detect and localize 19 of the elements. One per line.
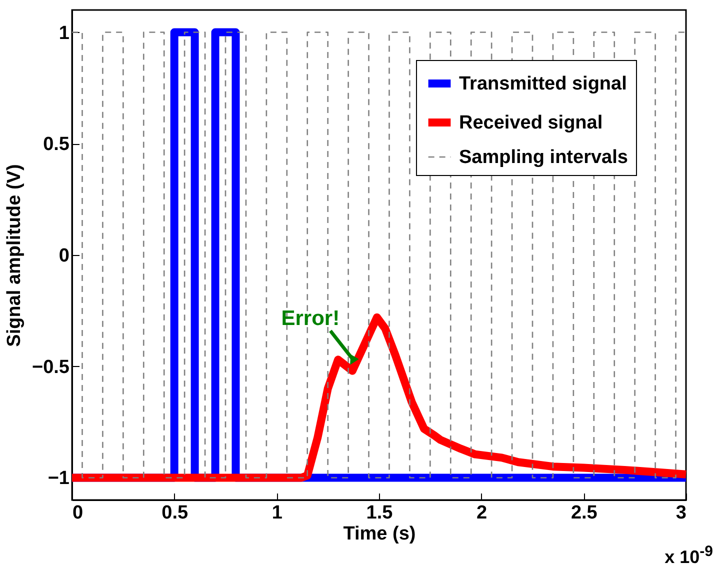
- y-tick-label: 1: [58, 22, 70, 44]
- x-tick-label: 1: [272, 502, 283, 524]
- x-axis-title: Time (s): [343, 524, 416, 544]
- x-tick-label: 3: [676, 502, 686, 524]
- annotation: Error!: [281, 306, 340, 330]
- y-axis-title: Signal amplitude (V): [4, 164, 25, 347]
- x-tick-label: 2: [476, 502, 488, 524]
- y-tick-label: −1: [48, 468, 70, 490]
- legend-label: Sampling intervals: [459, 147, 628, 168]
- y-tick-label: −0.5: [32, 356, 70, 378]
- y-tick-label: 0.5: [43, 134, 70, 156]
- y-tick-label: 0: [58, 246, 70, 266]
- text: x 10$^{-9}$: [664, 543, 713, 568]
- legend-label: Received signal: [459, 112, 603, 134]
- legend-label: Transmitted signal: [459, 74, 627, 94]
- x-tick-label: 2.5: [570, 502, 598, 524]
- x-tick-label: 0: [72, 502, 84, 524]
- x-tick-label: 1.5: [366, 502, 394, 524]
- x-tick-label: 0.5: [162, 502, 188, 524]
